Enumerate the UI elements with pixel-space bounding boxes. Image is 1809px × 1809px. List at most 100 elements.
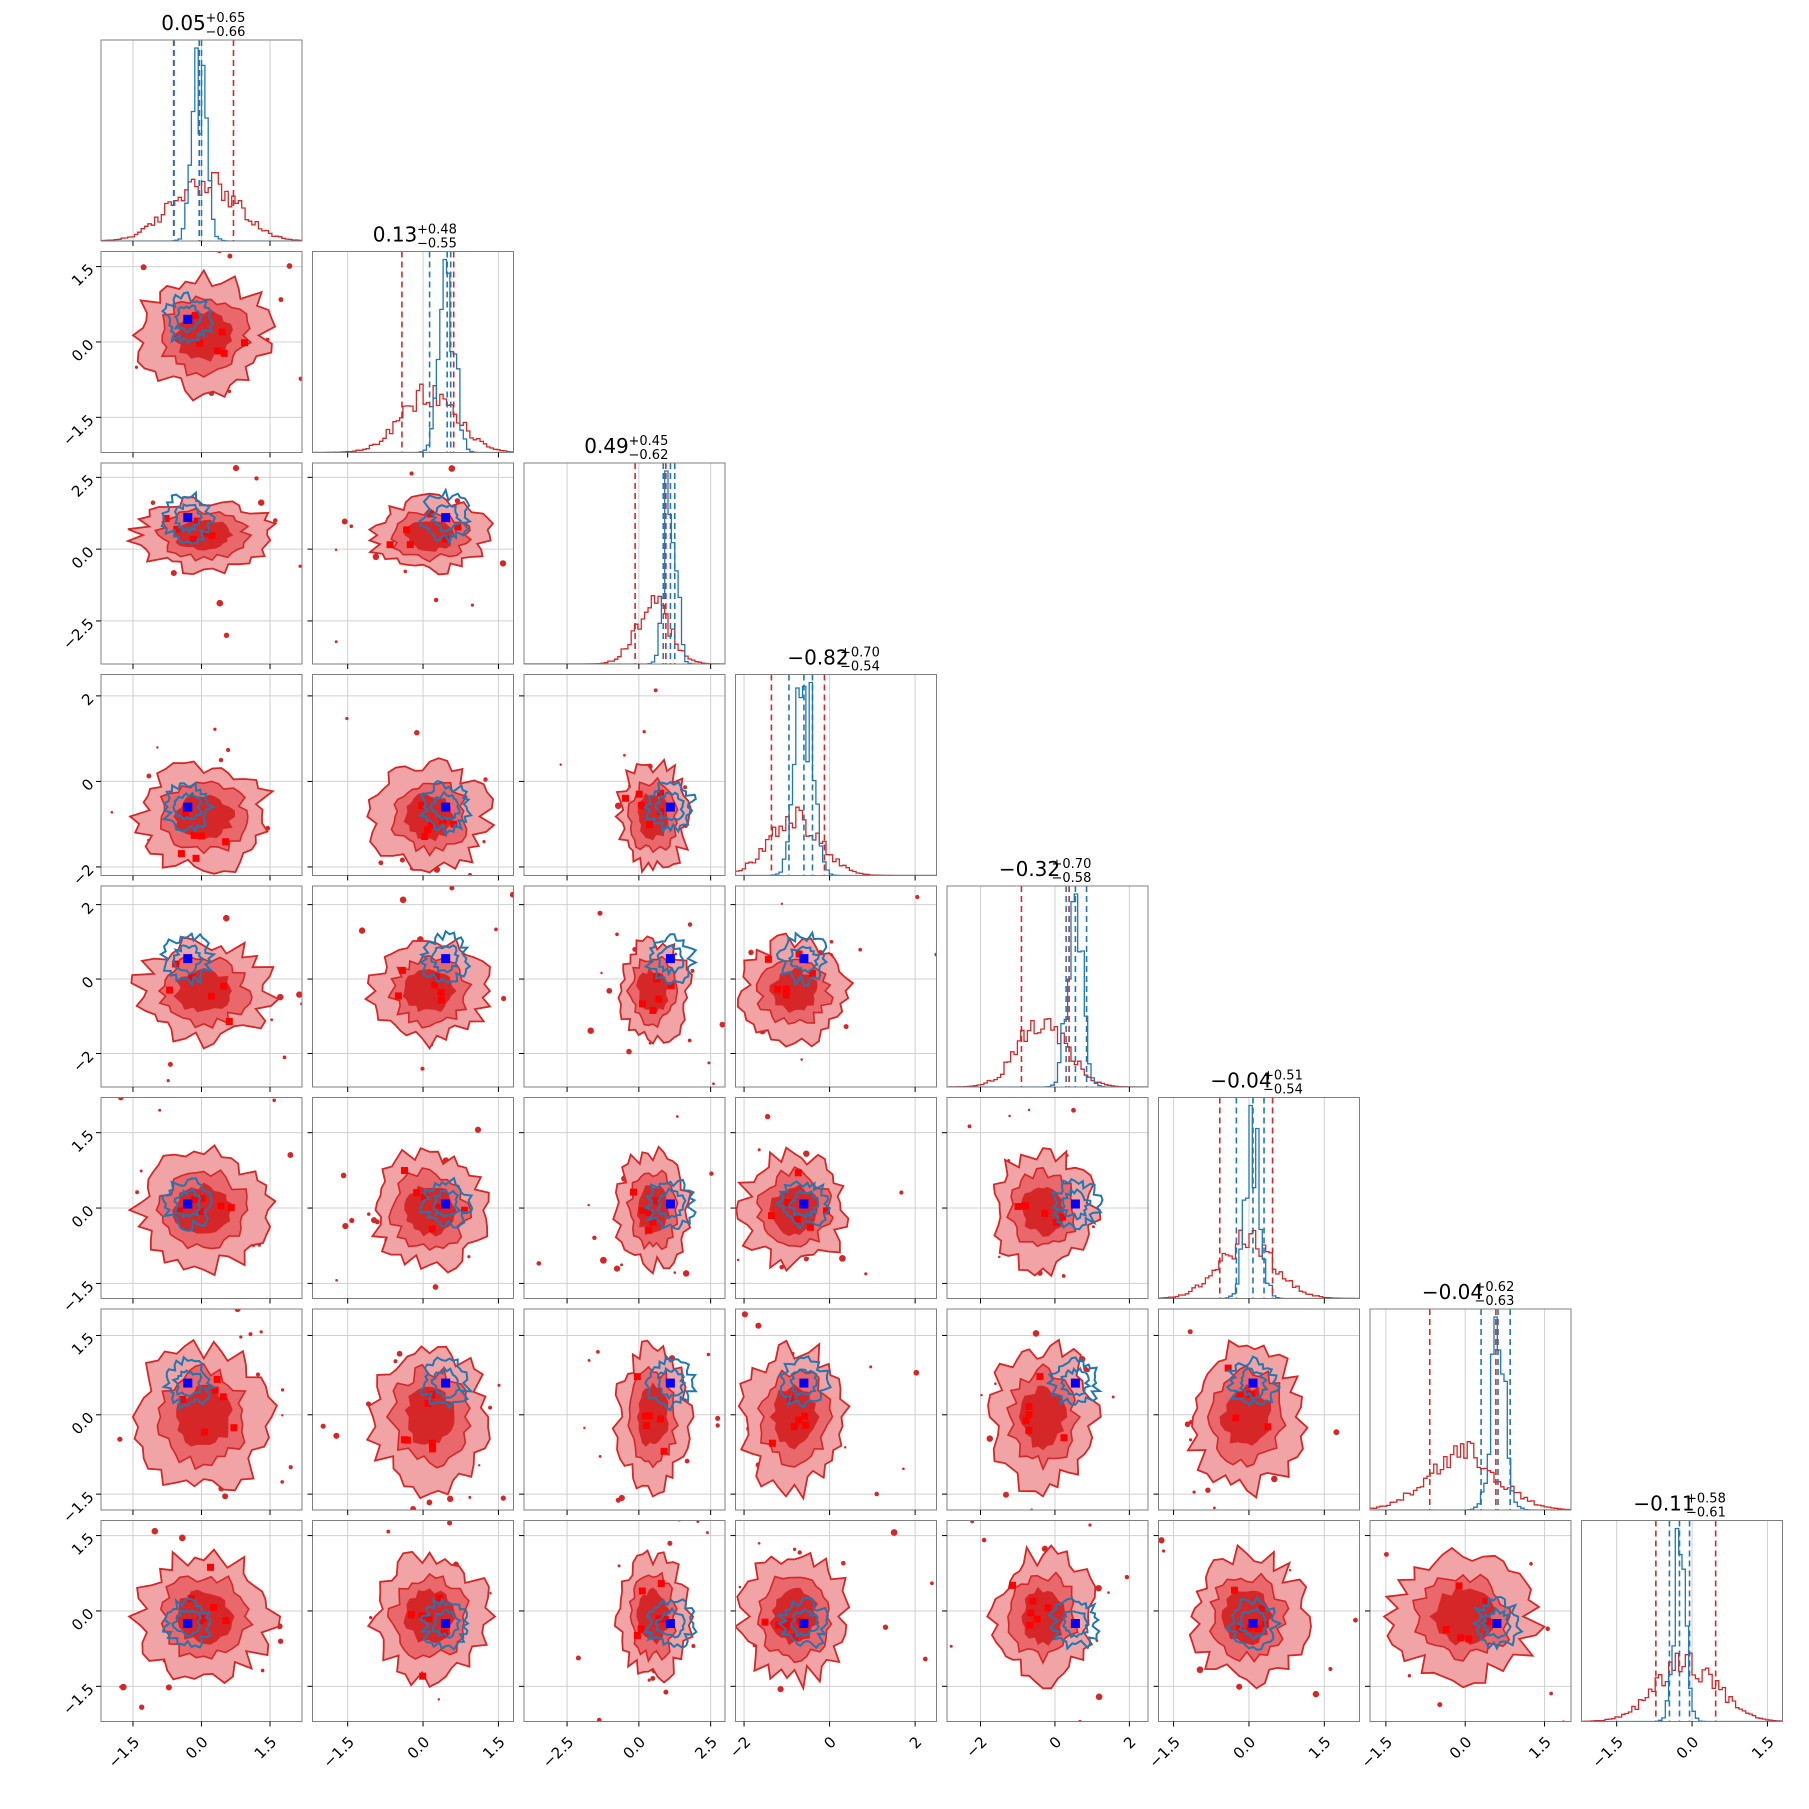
outlier-point: [432, 1284, 439, 1290]
outlier-point: [1094, 1088, 1099, 1093]
outlier-point: [650, 1675, 656, 1681]
red-marker: [421, 833, 429, 840]
red-marker: [775, 1621, 783, 1629]
outlier-point: [970, 1520, 975, 1524]
outlier-point: [1353, 1617, 1358, 1623]
panel-title-sub-2: −0.62: [629, 448, 669, 463]
outlier-point: [642, 730, 646, 734]
red-marker: [173, 525, 181, 533]
outlier-point: [225, 747, 231, 753]
x-tick-label: 0.0: [1230, 1733, 1260, 1763]
blue-contour-outer: [419, 1356, 474, 1410]
blue-contour-outer: [778, 1355, 833, 1409]
outlier-point: [729, 977, 735, 983]
outlier-point: [287, 1152, 294, 1158]
outlier-point: [730, 1142, 736, 1148]
panel-4-1: [307, 885, 514, 1092]
red-marker: [761, 1618, 769, 1626]
panel-frame: [312, 1520, 514, 1722]
blue-contour-outer: [418, 1596, 470, 1651]
outlier-point: [433, 597, 439, 603]
red-marker: [439, 817, 447, 825]
outlier-point: [686, 1034, 690, 1038]
panel-2-1: [307, 462, 514, 669]
panel-title-sub-6: −0.63: [1475, 1294, 1515, 1309]
red-marker: [638, 1207, 646, 1215]
outlier-point: [915, 894, 920, 900]
truth-marker: [665, 954, 675, 964]
outlier-point: [637, 637, 641, 641]
red-marker: [1060, 1434, 1068, 1442]
panel-title-3: −0.82: [787, 646, 848, 670]
y-tick-label: −2.5: [59, 615, 97, 653]
red-marker: [622, 794, 629, 802]
outlier-point: [600, 1256, 607, 1264]
y-tick-label: 0.0: [68, 1202, 98, 1232]
red-marker: [166, 986, 174, 994]
outlier-point: [668, 1684, 675, 1691]
panel-3-3: −0.82+0.70−0.54: [735, 646, 937, 881]
red-marker: [220, 982, 228, 990]
outlier-point: [619, 1497, 622, 1501]
panel-title-2: 0.49: [584, 434, 629, 458]
outlier-point: [869, 1365, 873, 1369]
truth-marker: [1492, 1619, 1502, 1628]
red-marker: [227, 1204, 235, 1211]
red-marker: [645, 1226, 653, 1234]
blue-contour-outer: [775, 930, 829, 987]
blue-contour-inner: [431, 1608, 462, 1639]
truth-marker: [183, 1619, 193, 1628]
red-marker: [406, 541, 414, 549]
blue-contour-inner: [172, 791, 204, 821]
outlier-point: [1407, 1674, 1412, 1678]
blue-contour-inner: [654, 1606, 686, 1639]
panel-5-2: [519, 1097, 736, 1304]
outlier-point: [1545, 1626, 1550, 1632]
outlier-point: [255, 1372, 261, 1377]
panel-frame: [946, 1097, 1149, 1299]
red-marker: [403, 1436, 411, 1444]
red-marker: [424, 1400, 432, 1407]
outlier-point: [532, 1644, 535, 1647]
outlier-point: [146, 773, 152, 779]
blue-contour-inner: [429, 504, 462, 533]
outlier-point: [273, 518, 278, 523]
panel-title-sup-5: +0.51: [1263, 1069, 1303, 1084]
panel-frame: [735, 1308, 937, 1511]
outlier-point: [1158, 1537, 1165, 1544]
outlier-point: [35, 796, 41, 802]
outlier-point: [706, 1352, 711, 1357]
x-tick-label: 1.5: [251, 1733, 281, 1763]
outlier-point: [482, 839, 486, 844]
red-marker: [657, 808, 664, 816]
outlier-point: [223, 914, 230, 922]
outlier-point: [986, 1435, 994, 1442]
outlier-point: [227, 389, 232, 394]
outlier-point: [165, 1684, 172, 1691]
outlier-point: [674, 952, 678, 956]
red-marker: [657, 1580, 665, 1587]
outlier-point: [600, 971, 603, 975]
outlier-point: [598, 1454, 602, 1458]
red-marker: [801, 1412, 809, 1420]
red-marker: [208, 532, 216, 540]
outlier-point: [653, 688, 658, 693]
outlier-point: [150, 500, 156, 506]
outlier-point: [1437, 1702, 1443, 1708]
outlier-point: [617, 1564, 621, 1568]
panel-5-3: [730, 1097, 937, 1304]
red-marker: [428, 1391, 436, 1399]
blue-contour-outer: [160, 291, 215, 345]
truth-marker: [799, 1378, 809, 1388]
outlier-point: [843, 1446, 847, 1449]
outlier-point: [1111, 1395, 1115, 1399]
outlier-point: [399, 857, 405, 863]
outlier-point: [1104, 1300, 1111, 1307]
outlier-point: [960, 1329, 963, 1332]
outlier-point: [1328, 1666, 1333, 1672]
panel-2-0: −2.5 0.0 2.5: [59, 462, 303, 669]
outlier-point: [75, 832, 81, 838]
outlier-point: [797, 1550, 802, 1555]
outlier-point: [780, 902, 784, 906]
truth-marker: [441, 1378, 451, 1388]
